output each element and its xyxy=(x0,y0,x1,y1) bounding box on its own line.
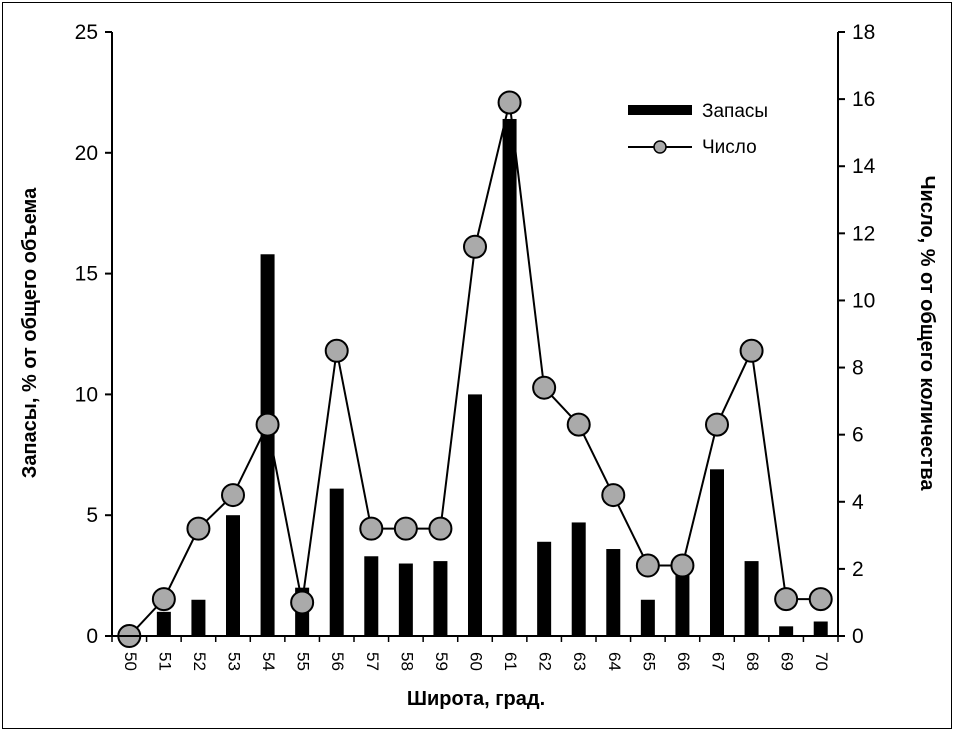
y-axis-right-title: Число, % от общего количества xyxy=(916,175,938,491)
x-tick-label: 70 xyxy=(812,652,831,671)
point-63 xyxy=(566,412,591,437)
y-right-tick-label: 12 xyxy=(852,222,875,245)
x-tick-label: 54 xyxy=(259,652,278,671)
x-axis-title: Широта, град. xyxy=(407,688,545,710)
x-tick-label: 55 xyxy=(294,652,313,671)
legend-line-marker xyxy=(653,140,667,154)
bar-61 xyxy=(502,118,517,636)
y-left-tick-label: 0 xyxy=(86,625,98,648)
y-left-tick-label: 25 xyxy=(75,21,98,44)
bar-66 xyxy=(675,568,690,636)
x-tick-label: 63 xyxy=(570,652,589,671)
point-62 xyxy=(532,375,557,400)
x-tick-label: 59 xyxy=(432,652,451,671)
point-61 xyxy=(497,90,522,115)
bar-70 xyxy=(813,621,828,636)
x-tick-label: 53 xyxy=(225,652,244,671)
bar-57 xyxy=(364,556,379,636)
bar-54 xyxy=(260,254,275,636)
point-53 xyxy=(221,483,245,508)
legend-bar-swatch xyxy=(628,105,692,115)
y-left-tick-label: 20 xyxy=(75,142,98,165)
y-right-tick-label: 10 xyxy=(852,289,875,312)
bar-51 xyxy=(156,611,171,636)
point-65 xyxy=(635,553,660,578)
legend-bar-label: Запасы xyxy=(702,101,768,122)
point-69 xyxy=(774,587,799,612)
x-tick-label: 62 xyxy=(536,652,555,671)
bar-60 xyxy=(468,394,482,636)
point-51 xyxy=(151,587,176,612)
line-group xyxy=(117,90,833,648)
y-right-tick-label: 6 xyxy=(852,424,864,447)
point-67 xyxy=(705,412,729,437)
bar-69 xyxy=(779,626,794,636)
y-axis-left-title: Запасы, % от общего объема xyxy=(19,187,41,478)
point-59 xyxy=(428,516,453,541)
y-right-tick-label: 2 xyxy=(852,558,864,581)
x-tick-label: 57 xyxy=(363,652,382,671)
bar-59 xyxy=(433,561,448,636)
x-tick-label: 68 xyxy=(743,652,762,671)
point-54 xyxy=(255,412,280,437)
x-tick-label: 56 xyxy=(328,652,347,671)
point-70 xyxy=(808,587,833,612)
y-right-tick-label: 16 xyxy=(852,88,875,111)
legend-line-label: Число xyxy=(702,137,757,158)
y-left-tick-label: 10 xyxy=(75,383,98,406)
point-56 xyxy=(324,338,349,363)
axes-group xyxy=(111,32,839,637)
bar-58 xyxy=(398,563,413,636)
bar-64 xyxy=(606,549,621,636)
y-right-tick-label: 0 xyxy=(852,625,864,648)
bar-68 xyxy=(744,561,759,636)
bar-53 xyxy=(226,515,240,636)
x-tick-label: 50 xyxy=(121,652,140,671)
x-tick-label: 64 xyxy=(605,652,624,671)
bar-63 xyxy=(571,522,586,636)
point-58 xyxy=(393,516,418,541)
point-60 xyxy=(463,234,487,259)
x-tick-label: 69 xyxy=(778,652,797,671)
point-64 xyxy=(601,483,626,508)
y-right-tick-label: 8 xyxy=(852,357,864,380)
x-tick-label: 61 xyxy=(501,652,520,671)
legend: Запасы Число xyxy=(628,101,768,158)
y-right-tick-label: 4 xyxy=(852,491,864,514)
y-right-tick-label: 14 xyxy=(852,155,876,178)
x-tick-label: 65 xyxy=(639,652,658,671)
point-55 xyxy=(290,590,315,615)
x-tick-label: 58 xyxy=(397,652,416,671)
bar-65 xyxy=(640,599,655,636)
point-57 xyxy=(359,516,384,541)
bar-56 xyxy=(329,488,344,636)
x-tick-label: 52 xyxy=(190,652,209,671)
y-left-tick-label: 15 xyxy=(75,263,98,286)
bar-52 xyxy=(191,599,206,636)
x-tick-label: 66 xyxy=(674,652,693,671)
bars-group xyxy=(156,118,828,636)
x-tick-label: 51 xyxy=(155,652,174,671)
y-left-tick-label: 5 xyxy=(86,504,98,527)
bar-62 xyxy=(537,541,552,636)
x-tick-label: 67 xyxy=(709,652,728,671)
point-66 xyxy=(670,553,695,578)
point-68 xyxy=(739,338,764,363)
x-tick-label: 60 xyxy=(467,652,486,671)
point-52 xyxy=(186,516,211,541)
bar-67 xyxy=(710,469,724,636)
y-right-tick-label: 18 xyxy=(852,21,875,44)
